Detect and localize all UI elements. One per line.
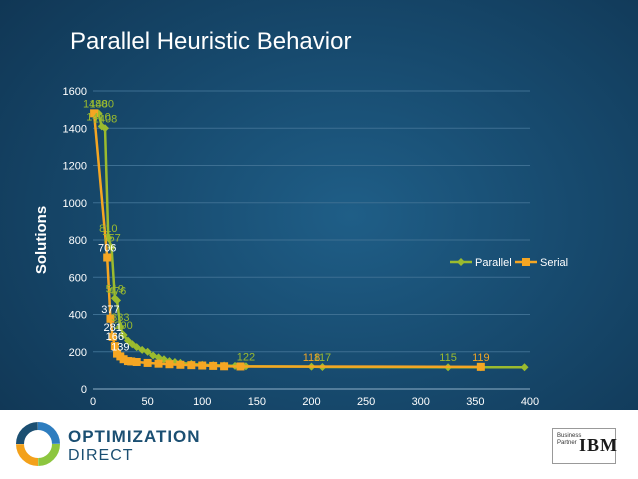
logo-text-direct: DIRECT (68, 447, 134, 464)
parallel-point (113, 296, 122, 305)
serial-point (103, 253, 112, 262)
x-tick-label: 50 (142, 396, 154, 408)
y-tick-label: 600 (69, 272, 87, 284)
data-label: 118 (303, 352, 321, 364)
logo-text-optimization: OPTIMIZATION (68, 427, 201, 446)
x-tick-label: 350 (466, 396, 484, 408)
serial-point (154, 359, 163, 368)
legend-serial-label: Serial (540, 257, 568, 269)
y-tick-label: 1000 (63, 198, 87, 210)
line-chart: 0 200 400 600 800 1000 1200 1400 1600 0 50 100 150 20… (33, 86, 568, 408)
data-label: 377 (101, 304, 119, 316)
ibm-logo: IBM (579, 435, 618, 455)
serial-point (209, 361, 218, 370)
serial-point (165, 360, 174, 369)
serial-point (143, 358, 152, 367)
data-label: 119 (472, 352, 490, 364)
x-tick-label: 150 (248, 396, 266, 408)
y-tick-label: 1200 (63, 161, 87, 173)
y-tick-label: 200 (69, 347, 87, 359)
y-tick-label: 1400 (63, 123, 87, 135)
data-label: 706 (98, 243, 116, 255)
parallel-point (520, 363, 529, 372)
serial-point (106, 314, 115, 323)
parallel-point (143, 347, 152, 356)
y-tick-label: 800 (69, 235, 87, 247)
data-label: 139 (111, 341, 129, 353)
y-tick-label: 0 (81, 384, 87, 396)
data-label: 1480 (83, 98, 107, 110)
data-label: 810 (99, 223, 117, 235)
parallel-point (119, 330, 128, 339)
data-label: 115 (439, 352, 457, 364)
parallel-point (132, 343, 141, 352)
parallel-point (101, 124, 110, 133)
x-tick-label: 100 (193, 396, 211, 408)
parallel-point (123, 336, 132, 345)
data-label: 122 (237, 351, 255, 363)
data-label: 519 (106, 283, 124, 295)
data-label: 166 (106, 331, 124, 343)
slide-title: Parallel Heuristic Behavior (70, 28, 352, 55)
optimization-direct-logo-icon (16, 422, 60, 466)
legend-serial-marker (522, 258, 530, 266)
serial-point (236, 362, 245, 371)
serial-point (90, 109, 99, 118)
x-tick-label: 300 (412, 396, 430, 408)
footer-bar: OPTIMIZATION DIRECT Business Partner IBM (0, 410, 638, 479)
x-tick-label: 200 (302, 396, 320, 408)
serial-point (176, 360, 185, 369)
x-tick-label: 250 (357, 396, 375, 408)
parallel-point (116, 322, 125, 331)
x-tick-label: 400 (521, 396, 539, 408)
data-label: 281 (103, 322, 121, 334)
data-label: 757 (102, 232, 120, 244)
partner-label: Business Partner (557, 433, 582, 446)
serial-point (220, 362, 229, 371)
serial-point (110, 342, 119, 351)
serial-point (187, 361, 196, 370)
ibm-business-partner-badge: Business Partner IBM (552, 428, 618, 464)
data-label: 290 (114, 320, 132, 332)
data-label: 1480 (89, 98, 113, 110)
data-label: 1410 (86, 111, 110, 123)
data-label: 117 (314, 352, 332, 364)
data-label: 333 (111, 312, 129, 324)
y-tick-label: 400 (69, 310, 87, 322)
legend-parallel-marker (457, 258, 465, 266)
serial-point (476, 362, 485, 371)
serial-point (127, 357, 136, 366)
parallel-point (107, 243, 116, 252)
data-label: 1408 (93, 113, 117, 125)
serial-point (108, 332, 117, 341)
x-tick-label: 0 (90, 396, 96, 408)
serial-point (198, 361, 207, 370)
serial-point (132, 357, 141, 366)
y-tick-label: 1600 (63, 86, 87, 98)
serial-point (119, 355, 128, 364)
legend-parallel-label: Parallel (475, 257, 512, 269)
y-axis-title: Solutions (33, 206, 50, 274)
data-label: 476 (108, 285, 126, 297)
